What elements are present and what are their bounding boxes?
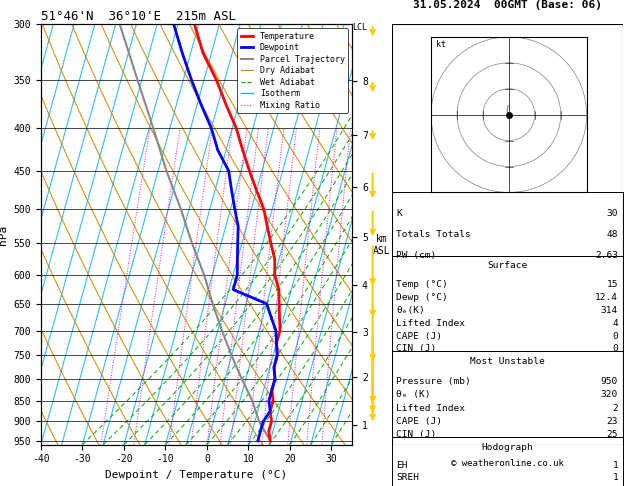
Text: Pressure (mb): Pressure (mb) [396, 377, 471, 386]
Text: 0: 0 [613, 331, 618, 341]
Y-axis label: hPa: hPa [0, 225, 8, 244]
Text: CAPE (J): CAPE (J) [396, 331, 442, 341]
Text: CAPE (J): CAPE (J) [396, 417, 442, 426]
Text: 31.05.2024  00GMT (Base: 06): 31.05.2024 00GMT (Base: 06) [413, 0, 602, 10]
Text: 1: 1 [613, 461, 618, 470]
Text: 30: 30 [606, 209, 618, 218]
Text: kt: kt [437, 40, 446, 49]
Text: 1: 1 [613, 473, 618, 483]
Text: 2: 2 [613, 403, 618, 413]
Bar [392, 351, 623, 437]
Text: 314: 314 [601, 306, 618, 315]
Text: CIN (J): CIN (J) [396, 344, 437, 353]
Text: 4: 4 [613, 319, 618, 328]
Text: 2.63: 2.63 [595, 251, 618, 260]
Text: Lifted Index: Lifted Index [396, 319, 465, 328]
Bar [392, 256, 623, 351]
Text: EH: EH [396, 461, 408, 470]
Text: 15: 15 [606, 280, 618, 289]
Text: θₑ(K): θₑ(K) [396, 306, 425, 315]
Text: 23: 23 [606, 417, 618, 426]
Text: Most Unstable: Most Unstable [470, 357, 545, 366]
Text: θₑ (K): θₑ (K) [396, 390, 431, 399]
Text: Lifted Index: Lifted Index [396, 403, 465, 413]
Text: Dewp (°C): Dewp (°C) [396, 293, 448, 302]
Text: 0: 0 [613, 344, 618, 353]
Text: 48: 48 [606, 230, 618, 239]
Text: LCL: LCL [352, 23, 367, 32]
Text: Hodograph: Hodograph [481, 443, 533, 451]
Text: 950: 950 [601, 377, 618, 386]
Text: 12.4: 12.4 [595, 293, 618, 302]
Text: Totals Totals: Totals Totals [396, 230, 471, 239]
Text: 51°46'N  36°10'E  215m ASL: 51°46'N 36°10'E 215m ASL [41, 10, 236, 23]
Y-axis label: km
ASL: km ASL [373, 235, 391, 256]
Text: Surface: Surface [487, 261, 527, 270]
Text: PW (cm): PW (cm) [396, 251, 437, 260]
Text: 320: 320 [601, 390, 618, 399]
Bar [392, 192, 623, 256]
X-axis label: Dewpoint / Temperature (°C): Dewpoint / Temperature (°C) [106, 470, 287, 480]
Text: 25: 25 [606, 430, 618, 439]
Text: © weatheronline.co.uk: © weatheronline.co.uk [451, 459, 564, 469]
Text: Temp (°C): Temp (°C) [396, 280, 448, 289]
Text: SREH: SREH [396, 473, 420, 483]
Legend: Temperature, Dewpoint, Parcel Trajectory, Dry Adiabat, Wet Adiabat, Isotherm, Mi: Temperature, Dewpoint, Parcel Trajectory… [237, 29, 348, 113]
Text: CIN (J): CIN (J) [396, 430, 437, 439]
Bar [392, 437, 623, 486]
Text: K: K [396, 209, 402, 218]
